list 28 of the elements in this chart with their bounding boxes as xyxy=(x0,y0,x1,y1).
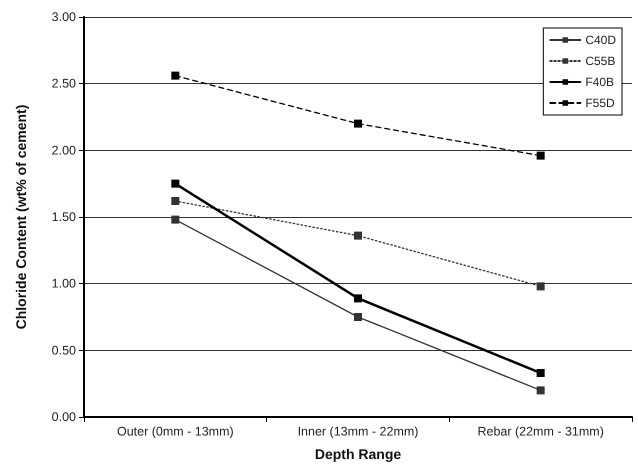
y-axis-title: Chloride Content (wt% of cement) xyxy=(13,104,29,330)
point xyxy=(536,282,545,290)
y-tick-label: 1.00 xyxy=(52,276,76,291)
point xyxy=(354,232,362,240)
point xyxy=(171,72,180,80)
x-axis-title: Depth Range xyxy=(314,446,402,462)
point xyxy=(171,197,180,205)
point xyxy=(354,313,362,321)
x-tick-label: Outer (0mm - 13mm) xyxy=(116,424,234,438)
x-tick-label: Rebar (22mm - 31mm) xyxy=(477,424,604,438)
point xyxy=(171,180,180,188)
point xyxy=(536,386,545,394)
legend-label: F40B xyxy=(585,75,614,89)
point xyxy=(536,369,545,377)
point xyxy=(354,120,362,128)
y-tick-label: 2.00 xyxy=(52,143,76,158)
point xyxy=(536,152,545,160)
legend-label: F55D xyxy=(585,96,615,110)
point xyxy=(354,294,362,302)
y-tick-label: 0.00 xyxy=(52,410,76,424)
x-tick-label: Inner (13mm - 22mm) xyxy=(298,424,418,438)
point xyxy=(171,216,180,224)
legend-label: C40D xyxy=(585,33,616,47)
y-tick-label: 3.00 xyxy=(52,10,76,24)
y-tick-label: 1.50 xyxy=(52,210,76,224)
legend-label: C55B xyxy=(585,54,616,68)
y-tick-label: 0.50 xyxy=(52,343,76,358)
y-tick-label: 2.50 xyxy=(52,76,76,91)
